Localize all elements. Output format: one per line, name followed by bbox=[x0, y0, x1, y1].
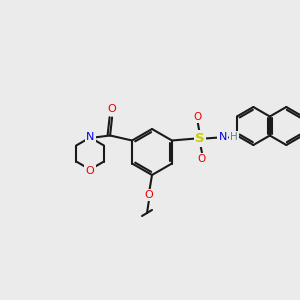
Text: S: S bbox=[195, 132, 205, 145]
Text: O: O bbox=[194, 112, 202, 122]
Text: H: H bbox=[230, 133, 238, 142]
Text: O: O bbox=[198, 154, 206, 164]
Text: O: O bbox=[145, 190, 153, 200]
Text: O: O bbox=[86, 166, 94, 176]
Text: N: N bbox=[219, 131, 227, 142]
Text: O: O bbox=[108, 104, 116, 115]
Text: N: N bbox=[86, 131, 94, 142]
